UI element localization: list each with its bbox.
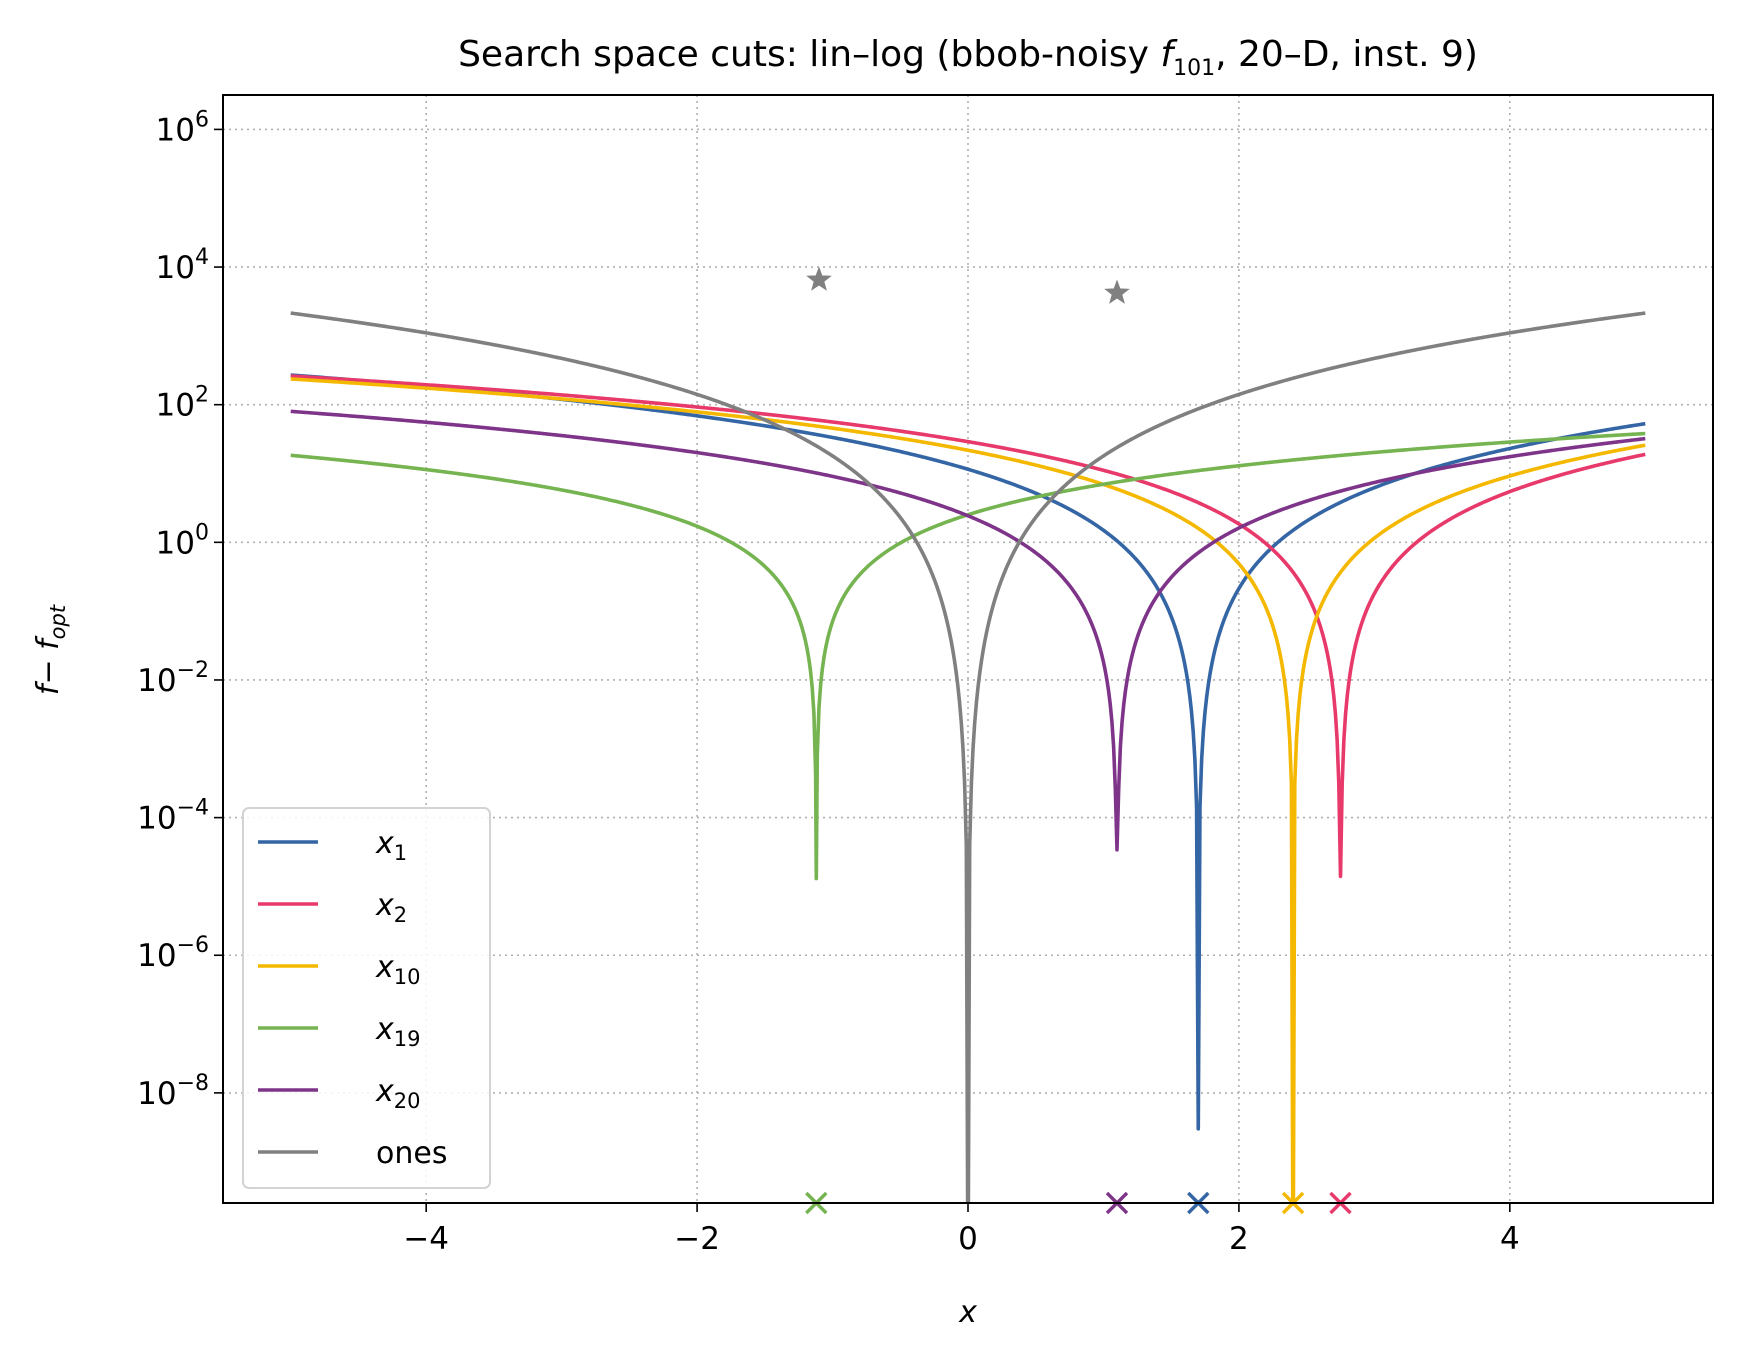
series-line-ones bbox=[290, 311, 1646, 1203]
legend-label: ones bbox=[376, 1136, 447, 1171]
chart-title: Search space cuts: lin–log (bbob-noisy f… bbox=[458, 34, 1478, 81]
legend-label: x2 bbox=[375, 888, 407, 927]
ones-star-marker bbox=[806, 266, 832, 291]
x-tick-label: −4 bbox=[403, 1221, 449, 1257]
ones-star-marker bbox=[1104, 279, 1130, 304]
x-tick-label: 0 bbox=[958, 1221, 978, 1257]
grid-lines bbox=[223, 95, 1713, 1203]
y-axis-label: f− fopt bbox=[31, 604, 70, 695]
legend: x1 x2 x10 x19 x20 ones bbox=[242, 807, 491, 1189]
y-tick-label: 104 bbox=[156, 245, 209, 286]
y-tick-label: 10−2 bbox=[137, 658, 209, 699]
y-tick-label: 10−4 bbox=[137, 796, 209, 837]
legend-label: x19 bbox=[375, 1012, 421, 1051]
series-lines bbox=[290, 311, 1646, 1203]
x-axis-label: x bbox=[958, 1295, 977, 1330]
x-axis-ticks: −4 −2 0 2 4 bbox=[403, 1203, 1520, 1257]
legend-box bbox=[242, 807, 491, 1189]
y-tick-label: 10−8 bbox=[137, 1071, 209, 1112]
y-tick-label: 100 bbox=[156, 520, 209, 561]
x-tick-label: 2 bbox=[1229, 1221, 1249, 1257]
y-axis-ticks: 106 104 102 100 10−2 10−4 10−6 10−8 bbox=[137, 107, 223, 1112]
legend-label: x10 bbox=[375, 950, 421, 989]
series-line-x-2 bbox=[290, 374, 1646, 879]
y-tick-label: 102 bbox=[156, 383, 209, 424]
series-line-x-10 bbox=[290, 377, 1646, 1203]
x-tick-label: −2 bbox=[674, 1221, 720, 1257]
x-tick-label: 4 bbox=[1500, 1221, 1520, 1257]
legend-label: x1 bbox=[375, 826, 407, 865]
series-line-x-20 bbox=[290, 409, 1646, 852]
y-tick-label: 106 bbox=[156, 107, 209, 148]
y-tick-label: 10−6 bbox=[137, 933, 209, 974]
legend-label: x20 bbox=[375, 1074, 421, 1113]
